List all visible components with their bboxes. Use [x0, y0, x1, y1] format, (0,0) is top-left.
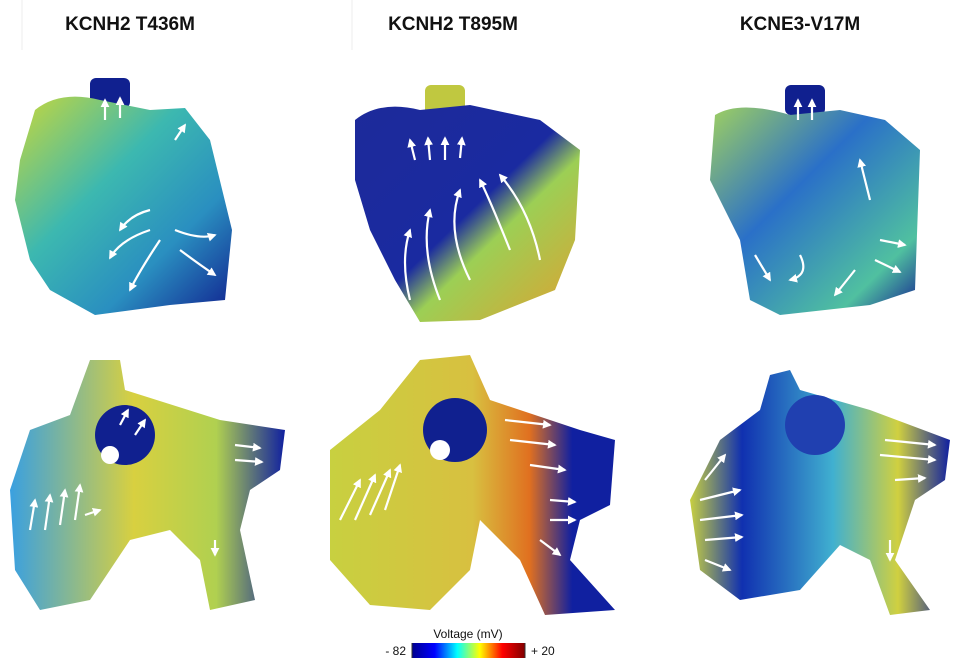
heart-map: [710, 85, 920, 315]
colorbar: [412, 643, 525, 658]
colorbar-tick-label: + 20: [531, 644, 555, 658]
column-title: KCNH2 T436M: [65, 14, 195, 35]
figure: KCNH2 T436M KCNH2 T895M KCNE3-V17M: [0, 0, 953, 664]
heart-map: [355, 85, 580, 322]
column-title: KCNH2 T895M: [388, 14, 518, 35]
column-title: KCNE3-V17M: [740, 14, 860, 35]
heart-map: [330, 355, 615, 615]
heart-map: [10, 360, 285, 610]
colorbar-title: Voltage (mV): [433, 627, 502, 641]
heart-map: [15, 78, 232, 315]
heart-map: [690, 370, 950, 615]
colorbar-tick-label: - 82: [385, 644, 406, 658]
